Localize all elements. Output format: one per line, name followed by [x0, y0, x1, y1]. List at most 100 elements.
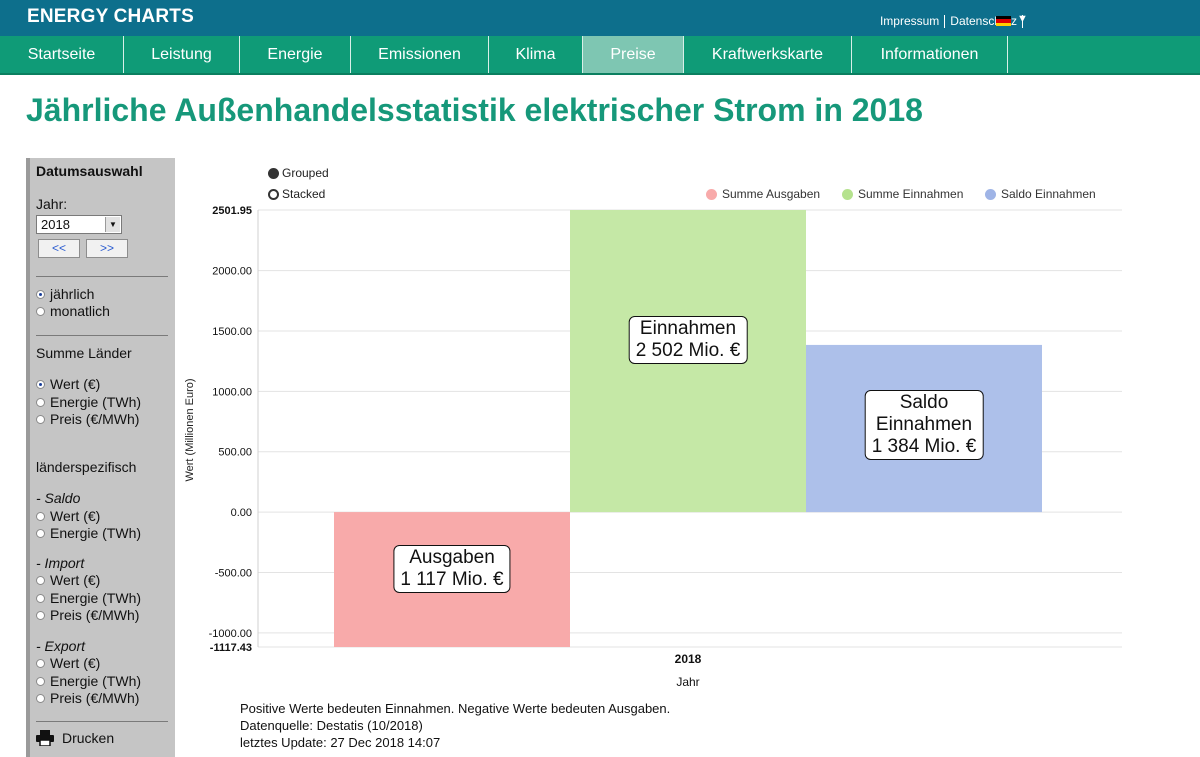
y-tick-label: 500.00	[218, 447, 252, 459]
grouped-label: Grouped	[282, 166, 329, 180]
radio-label: Energie (TWh)	[50, 525, 142, 541]
nav-preise[interactable]: Preise	[583, 36, 684, 73]
annotation-line: 1 384 Mio. €	[871, 436, 977, 458]
radio-dot	[36, 511, 45, 521]
stacked-label: Stacked	[282, 187, 326, 201]
y-tick-label: -1117.43	[210, 642, 252, 654]
radio-label: Wert (€)	[50, 655, 101, 671]
bar-annotation: Einnahmen 2 502 Mio. €	[628, 315, 748, 364]
year-label: Jahr:	[36, 196, 68, 212]
annotation-line: Ausgaben	[409, 546, 495, 568]
nav-informationen[interactable]: Informationen	[852, 36, 1008, 73]
laenderspezifisch-heading: länderspezifisch	[36, 459, 137, 475]
language-caret-icon[interactable]: ▼	[1017, 13, 1028, 25]
radio-export-wert[interactable]: Wert (€)	[36, 655, 100, 671]
radio-label: Energie (TWh)	[50, 673, 142, 689]
annotation-line: Saldo	[899, 392, 949, 414]
nav-leistung[interactable]: Leistung	[124, 36, 240, 73]
printer-icon	[36, 730, 54, 746]
radio-dot	[36, 575, 45, 585]
legend-swatch	[985, 188, 996, 200]
toggle-dot-filled	[268, 167, 279, 179]
radio-label: Wert (€)	[50, 508, 101, 524]
radio-import-energie[interactable]: Energie (TWh)	[36, 590, 141, 606]
divider	[36, 335, 168, 336]
legend-summe-einnahmen[interactable]: Summe Einnahmen	[842, 187, 963, 201]
legend-swatch	[842, 188, 853, 200]
annotation-line: 2 502 Mio. €	[635, 339, 741, 361]
brand-logo[interactable]: ENERGY CHARTS	[27, 6, 194, 27]
nav-startseite[interactable]: Startseite	[0, 36, 124, 73]
radio-dot	[36, 693, 45, 703]
nav-emissionen[interactable]: Emissionen	[351, 36, 489, 73]
bar-annotation: Saldo Einnahmen 1 384 Mio. €	[864, 390, 984, 461]
legend-saldo-einnahmen[interactable]: Saldo Einnahmen	[985, 187, 1096, 201]
main-nav: Startseite Leistung Energie Emissionen K…	[0, 36, 1200, 75]
y-tick-label: 1000.00	[212, 386, 252, 398]
radio-label: Energie (TWh)	[50, 590, 142, 606]
radio-label: Preis (€/MWh)	[50, 690, 140, 706]
radio-summe-wert[interactable]: Wert (€)	[36, 376, 100, 392]
annotation-line: Einnahmen	[639, 317, 737, 339]
legend-label: Summe Einnahmen	[858, 187, 964, 201]
grouped-toggle[interactable]: Grouped	[268, 166, 329, 180]
year-select[interactable]: 2018 ▼	[36, 215, 122, 234]
radio-label: Wert (€)	[50, 572, 101, 588]
radio-export-preis[interactable]: Preis (€/MWh)	[36, 690, 139, 706]
radio-dot	[36, 397, 45, 407]
impressum-link[interactable]: Impressum	[879, 14, 940, 28]
legend-label: Summe Ausgaben	[722, 187, 821, 201]
radio-import-preis[interactable]: Preis (€/MWh)	[36, 607, 139, 623]
page-title: Jährliche Außenhandelsstatistik elektris…	[26, 92, 923, 128]
summe-laender-heading: Summe Länder	[36, 345, 132, 361]
radio-dot	[36, 306, 45, 316]
link-separator	[944, 14, 946, 28]
y-tick-label: 2000.00	[212, 266, 252, 278]
german-flag-icon[interactable]	[996, 16, 1011, 26]
radio-label: jährlich	[50, 286, 95, 302]
radio-dot	[36, 593, 45, 603]
y-tick-label: -1000.00	[209, 628, 252, 640]
legend-swatch	[706, 188, 717, 200]
prev-year-button[interactable]: <<	[38, 239, 80, 258]
nav-energie[interactable]: Energie	[240, 36, 351, 73]
note-legend-text: Positive Werte bedeuten Einnahmen. Negat…	[240, 701, 671, 716]
radio-import-wert[interactable]: Wert (€)	[36, 572, 100, 588]
year-select-value: 2018	[41, 217, 70, 232]
saldo-heading: - Saldo	[36, 490, 81, 506]
print-button[interactable]: Drucken	[36, 730, 114, 746]
dropdown-arrow-icon[interactable]: ▼	[105, 217, 120, 232]
radio-dot	[36, 658, 45, 668]
legend-summe-ausgaben[interactable]: Summe Ausgaben	[706, 187, 820, 201]
print-label: Drucken	[62, 730, 115, 746]
y-axis-label: Wert (Millionen Euro)	[184, 378, 196, 481]
radio-label: Energie (TWh)	[50, 394, 142, 410]
radio-summe-energie[interactable]: Energie (TWh)	[36, 394, 141, 410]
radio-export-energie[interactable]: Energie (TWh)	[36, 673, 141, 689]
toggle-dot-empty	[268, 188, 279, 200]
export-heading: - Export	[36, 638, 86, 654]
bar-annotation: Ausgaben 1 117 Mio. €	[393, 544, 511, 593]
x-category-label: 2018	[675, 652, 702, 666]
radio-dot	[36, 414, 45, 424]
import-heading: - Import	[36, 555, 85, 571]
link-separator	[1022, 14, 1023, 28]
legend-label: Saldo Einnahmen	[1001, 187, 1096, 201]
chart: Grouped Stacked Summe Ausgaben Summe Ein…	[180, 160, 1140, 700]
radio-saldo-wert[interactable]: Wert (€)	[36, 508, 100, 524]
radio-dot	[36, 528, 45, 538]
next-year-button[interactable]: >>	[86, 239, 128, 258]
radio-summe-preis[interactable]: Preis (€/MWh)	[36, 411, 139, 427]
stacked-toggle[interactable]: Stacked	[268, 187, 325, 201]
nav-klima[interactable]: Klima	[489, 36, 583, 73]
y-tick-label: 1500.00	[212, 326, 252, 338]
radio-jaehrlich[interactable]: jährlich	[36, 286, 94, 302]
nav-kraftwerkskarte[interactable]: Kraftwerkskarte	[684, 36, 852, 73]
y-tick-label: -500.00	[215, 567, 252, 579]
radio-monatlich[interactable]: monatlich	[36, 303, 110, 319]
radio-saldo-energie[interactable]: Energie (TWh)	[36, 525, 141, 541]
radio-dot	[36, 676, 45, 686]
y-tick-label: 0.00	[231, 507, 252, 519]
sidebar: Datumsauswahl Jahr: 2018 ▼ << >> jährlic…	[26, 158, 175, 757]
radio-dot	[36, 289, 45, 299]
